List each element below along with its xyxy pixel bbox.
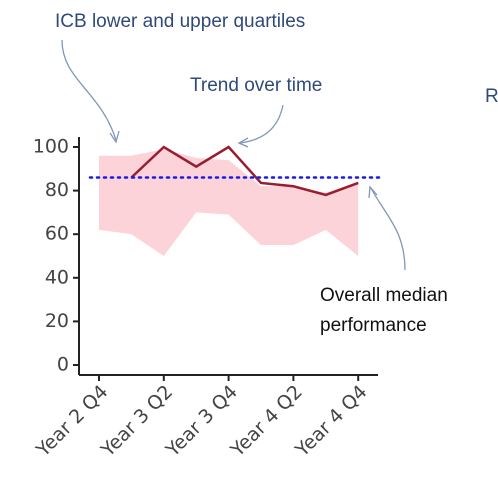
annotation: R: [485, 86, 498, 107]
arrow-head: [109, 130, 120, 144]
quartile-band: [99, 149, 359, 256]
y-tick-label: 100: [33, 136, 69, 158]
annotation-arrows: [61, 39, 406, 271]
y-tick-label: 20: [45, 310, 69, 332]
annotation: ICB lower and upper quartiles: [55, 11, 305, 32]
annotation: Overall median: [320, 285, 448, 306]
arrow-head: [368, 185, 378, 199]
arrow: [61, 39, 117, 141]
arrow: [239, 104, 284, 144]
arrow: [370, 187, 406, 271]
y-tick-label: 40: [45, 266, 69, 288]
trend-line: [130, 145, 359, 197]
y-tick-label: 80: [45, 179, 69, 201]
annotation: Trend over time: [190, 75, 322, 96]
arrow-head: [237, 137, 249, 148]
y-tick-label: 0: [57, 354, 69, 376]
annotation: performance: [320, 315, 427, 336]
y-tick-label: 60: [45, 223, 69, 245]
